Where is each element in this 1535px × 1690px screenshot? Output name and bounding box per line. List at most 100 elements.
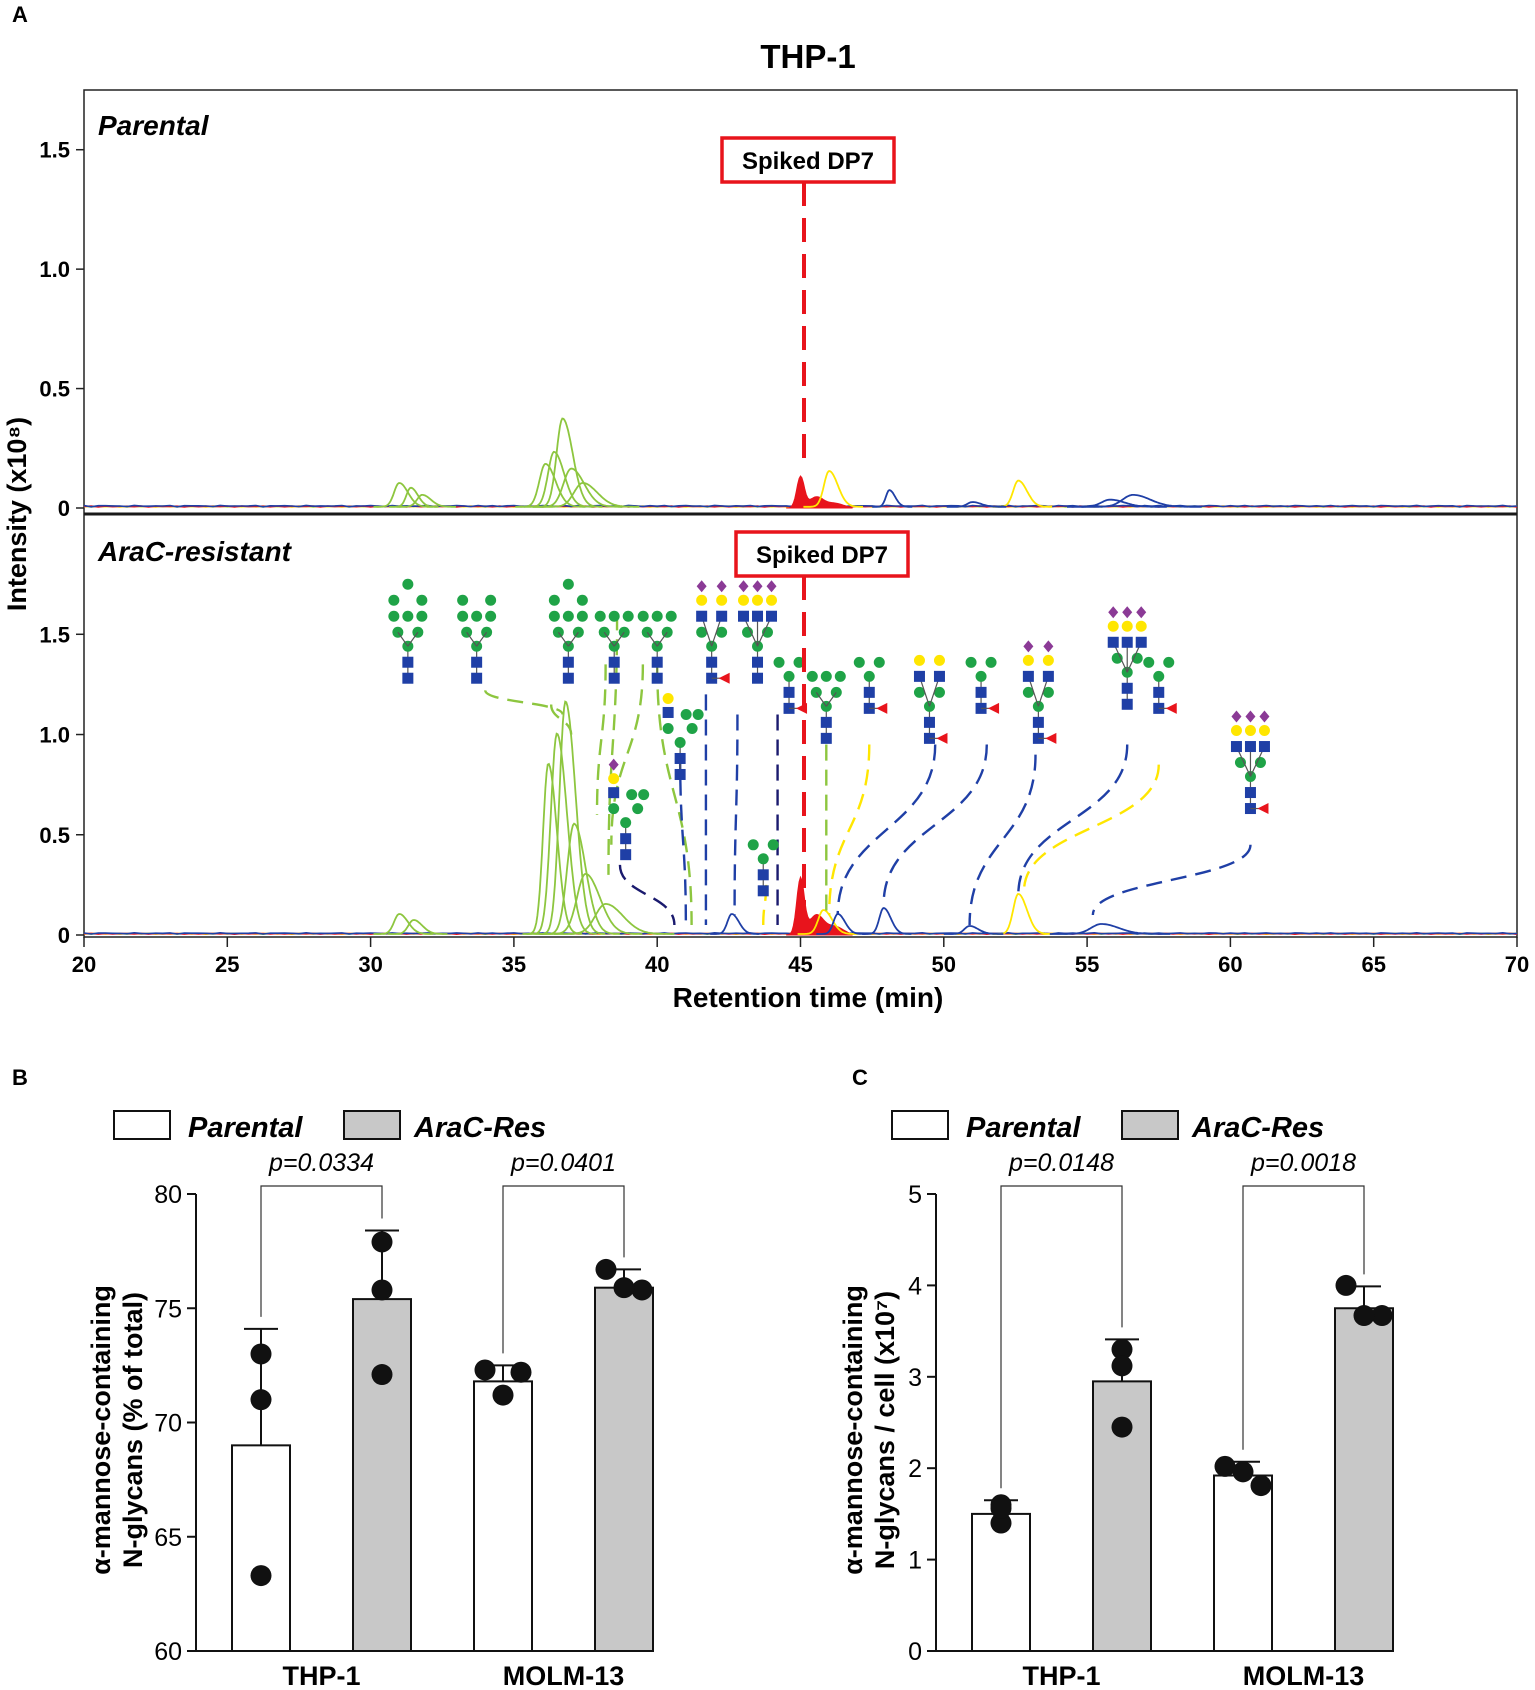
y-tick-label-0-0: 0 bbox=[58, 496, 70, 521]
glcnac-square bbox=[651, 672, 663, 684]
datapoint-Parental-MOLM-13-1 bbox=[510, 1361, 532, 1383]
glcnac-square bbox=[752, 656, 764, 668]
hexose-circle bbox=[594, 610, 606, 622]
datapoint-AraC-Res-THP-1-0 bbox=[371, 1231, 393, 1253]
glycan-man8-1 bbox=[457, 594, 497, 684]
trace-peak-1-7 bbox=[554, 902, 675, 935]
y-tick-label-1-0.5: 0.5 bbox=[39, 823, 70, 848]
hexose-circle bbox=[965, 656, 977, 668]
hexose-circle bbox=[651, 610, 663, 622]
glcnac-square bbox=[608, 672, 620, 684]
sialic-diamond bbox=[1043, 640, 1054, 653]
spiked-dp7-bottom-label: Spiked DP7 bbox=[756, 542, 888, 569]
datapoint-AraC-Res-MOLM-13-2 bbox=[613, 1277, 635, 1299]
sialic-diamond bbox=[1245, 710, 1256, 723]
sialic-diamond bbox=[608, 758, 619, 771]
hexose-circle bbox=[548, 594, 560, 606]
sialic-diamond bbox=[1259, 710, 1270, 723]
y-tick-label-80: 80 bbox=[154, 1181, 182, 1209]
trace-peak-1-5 bbox=[539, 822, 620, 935]
fucose-triangle bbox=[718, 672, 730, 684]
hexose-circle bbox=[806, 670, 818, 682]
legend-b-res-label: AraC-Res bbox=[413, 1112, 546, 1144]
datapoint-Parental-THP-1-1 bbox=[250, 1389, 272, 1411]
hexose-circle bbox=[416, 610, 428, 622]
hexose-circle bbox=[416, 594, 428, 606]
hexose-circle bbox=[757, 853, 769, 865]
glcnac-square bbox=[1244, 787, 1256, 799]
spike-peak-1 bbox=[786, 875, 853, 936]
sialic-diamond bbox=[716, 580, 727, 593]
chart-c-legend: Parental AraC-Res bbox=[891, 1110, 1324, 1144]
legend-b-parental-swatch bbox=[113, 1110, 171, 1140]
y-tick-label-1-0: 0 bbox=[58, 923, 70, 948]
glycan-man9-2 bbox=[548, 578, 588, 684]
hexose-circle bbox=[662, 692, 674, 704]
spiked-dp7-top-label: Spiked DP7 bbox=[742, 148, 874, 175]
hexose-circle bbox=[1153, 670, 1165, 682]
y-tick-label-0: 0 bbox=[908, 1638, 922, 1666]
glycan-tri-sialo-16 bbox=[1107, 606, 1147, 710]
hexose-circle bbox=[738, 594, 750, 606]
chart-c-plot: 0 1 2 3 4 5 THP-1 p=0.0148 MOLM-13 p=0.0018 bbox=[908, 1149, 1394, 1690]
hexose-circle bbox=[548, 610, 560, 622]
significance-bracket-THP-1 bbox=[260, 1185, 383, 1317]
glcnac-square bbox=[696, 610, 708, 622]
pvalue-label-MOLM-13: p=0.0401 bbox=[510, 1149, 616, 1177]
trace-peak-0-11 bbox=[946, 501, 1007, 508]
glycan-bond bbox=[815, 692, 827, 707]
glycan-connector-14 bbox=[836, 744, 937, 915]
hexose-circle bbox=[608, 803, 620, 815]
datapoint-AraC-Res-THP-1-2 bbox=[371, 1364, 393, 1386]
significance-bracket-THP-1 bbox=[1000, 1185, 1123, 1489]
glcnac-square bbox=[820, 716, 832, 728]
glcnac-square bbox=[1230, 741, 1242, 753]
category-label-THP-1: THP-1 bbox=[282, 1661, 360, 1690]
glcnac-square bbox=[1042, 670, 1054, 682]
hexose-circle bbox=[1022, 686, 1034, 698]
hexose-circle bbox=[873, 656, 885, 668]
hexose-circle bbox=[1258, 725, 1270, 737]
hexose-circle bbox=[692, 708, 704, 720]
sialic-diamond bbox=[1122, 606, 1133, 619]
trace-peak-1-10 bbox=[710, 913, 760, 935]
category-label-MOLM-13: MOLM-13 bbox=[1243, 1661, 1365, 1690]
hexose-circle bbox=[1042, 654, 1054, 666]
glcnac-square bbox=[757, 885, 769, 897]
x-tick-label-40: 40 bbox=[645, 952, 669, 977]
glycan-bond bbox=[613, 631, 625, 647]
hexose-circle bbox=[767, 839, 779, 851]
hexose-circle bbox=[913, 686, 925, 698]
trace-peak-0-13 bbox=[1081, 494, 1202, 508]
glcnac-square bbox=[471, 672, 483, 684]
hexose-circle bbox=[402, 610, 414, 622]
legend-c-parental-label: Parental bbox=[966, 1112, 1081, 1144]
chart-a-x-axis: 20 25 30 35 40 45 50 55 60 65 70 bbox=[72, 937, 1529, 977]
hexose-circle bbox=[716, 594, 728, 606]
chart-a-xlabel: Retention time (min) bbox=[673, 982, 944, 1013]
glycan-man6-4 bbox=[637, 610, 677, 684]
hexose-circle bbox=[933, 654, 945, 666]
chart-b-ylabel-line2: N-glycans (% of total) bbox=[118, 1292, 148, 1568]
hexose-circle bbox=[626, 789, 638, 801]
hexose-circle bbox=[576, 610, 588, 622]
glycan-bond bbox=[466, 631, 478, 647]
glcnac-square bbox=[674, 752, 686, 764]
hexose-circle bbox=[576, 594, 588, 606]
bar-AraC-Res-MOLM-13 bbox=[1334, 1307, 1394, 1652]
datapoint-AraC-Res-MOLM-13-0 bbox=[595, 1258, 617, 1280]
hexose-circle bbox=[853, 656, 865, 668]
datapoint-Parental-MOLM-13-2 bbox=[492, 1384, 514, 1406]
glcnac-square bbox=[674, 768, 686, 780]
trace-peak-0-10 bbox=[872, 489, 913, 508]
trace-peak-0-9 bbox=[992, 479, 1053, 508]
datapoint-AraC-Res-MOLM-13-1 bbox=[1371, 1305, 1393, 1327]
sialic-diamond bbox=[1108, 606, 1119, 619]
glcnac-square bbox=[1121, 682, 1133, 694]
panel-c-letter: C bbox=[852, 1065, 868, 1090]
hexose-circle bbox=[752, 594, 764, 606]
fucose-triangle bbox=[936, 732, 948, 744]
legend-c-res-swatch bbox=[1121, 1110, 1179, 1140]
y-tick-label-0-0.5: 0.5 bbox=[39, 377, 70, 402]
glycan-bi-sialofuc-5 bbox=[696, 580, 730, 684]
